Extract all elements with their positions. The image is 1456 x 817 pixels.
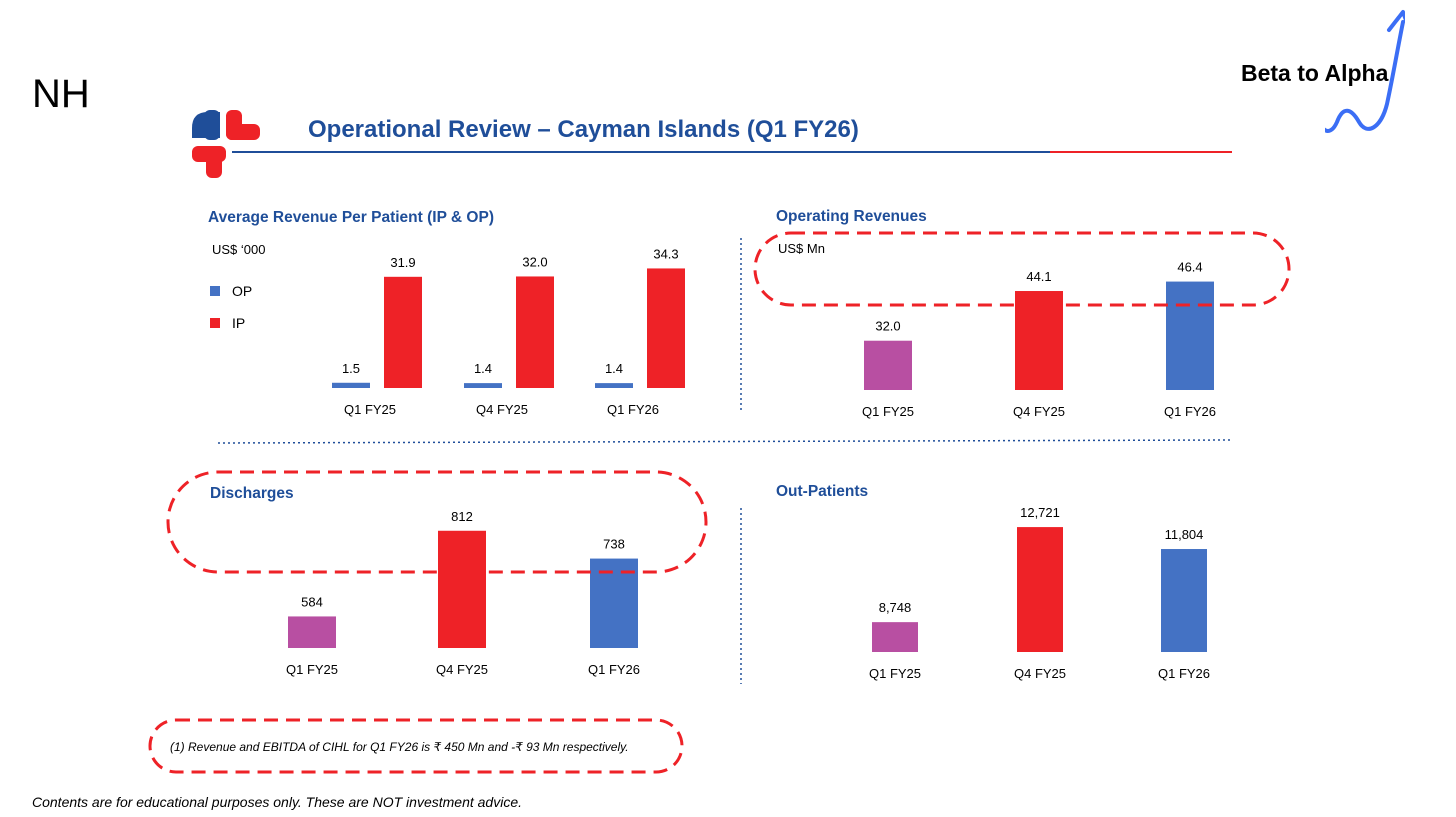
- legend-ip: IP: [210, 315, 245, 331]
- tick-label-arpp-1: Q4 FY25: [476, 402, 528, 417]
- data-label-outpatients-0: 8,748: [879, 600, 912, 615]
- oprev-title: Operating Revenues: [776, 208, 927, 225]
- annotation-oprev-highlight: [753, 231, 1291, 307]
- divider-horizontal: [217, 439, 1233, 444]
- legend-op-label: OP: [232, 283, 253, 299]
- title-underline: [232, 151, 1232, 153]
- bar-arpp-ip-1: [516, 276, 554, 388]
- legend-op-swatch: [210, 286, 220, 296]
- tick-label-outpatients-2: Q1 FY26: [1158, 666, 1210, 681]
- data-label-arpp-ip-2: 34.3: [653, 246, 678, 261]
- bar-discharges-0: [288, 616, 336, 648]
- bar-arpp-op-0: [332, 382, 370, 388]
- tick-label-oprev-2: Q1 FY26: [1164, 404, 1216, 419]
- brand-text: Beta to Alpha: [1241, 60, 1389, 86]
- annotation-discharges-highlight: [166, 470, 708, 574]
- tick-label-discharges-1: Q4 FY25: [436, 662, 488, 677]
- oprev-unit: US$ Mn: [778, 241, 825, 256]
- data-label-discharges-2: 738: [603, 537, 625, 552]
- data-label-oprev-1: 44.1: [1026, 269, 1051, 284]
- data-label-arpp-op-0: 1.5: [342, 361, 360, 376]
- tick-label-outpatients-1: Q4 FY25: [1014, 666, 1066, 681]
- data-label-outpatients-1: 12,721: [1020, 505, 1060, 520]
- page-title: Operational Review – Cayman Islands (Q1 …: [308, 116, 859, 143]
- arpp-title: Average Revenue Per Patient (IP & OP): [208, 209, 494, 226]
- brand-arrow-icon: [1325, 10, 1405, 133]
- bar-arpp-op-1: [464, 383, 502, 388]
- data-label-oprev-2: 46.4: [1177, 260, 1202, 275]
- data-label-discharges-0: 584: [301, 594, 323, 609]
- tick-label-oprev-1: Q4 FY25: [1013, 404, 1065, 419]
- bar-oprev-2: [1166, 281, 1214, 390]
- bar-oprev-1: [1015, 291, 1063, 390]
- tick-label-discharges-2: Q1 FY26: [588, 662, 640, 677]
- footnote: (1) Revenue and EBITDA of CIHL for Q1 FY…: [170, 740, 629, 754]
- legend-ip-swatch: [210, 318, 220, 328]
- data-label-arpp-ip-0: 31.9: [390, 255, 415, 270]
- disclaimer: Contents are for educational purposes on…: [32, 794, 522, 810]
- tick-label-oprev-0: Q1 FY25: [862, 404, 914, 419]
- tick-label-discharges-0: Q1 FY25: [286, 662, 338, 677]
- arpp-unit: US$ ‘000: [212, 242, 266, 257]
- bar-outpatients-0: [872, 622, 918, 652]
- tick-label-arpp-0: Q1 FY25: [344, 402, 396, 417]
- discharges-title: Discharges: [210, 485, 294, 502]
- ticker-label: NH: [32, 72, 90, 116]
- bar-arpp-ip-0: [384, 276, 422, 388]
- bar-outpatients-2: [1161, 549, 1207, 652]
- data-label-arpp-op-1: 1.4: [474, 361, 492, 376]
- data-label-outpatients-2: 11,804: [1165, 527, 1204, 542]
- bar-oprev-0: [864, 340, 912, 390]
- bar-discharges-1: [438, 530, 486, 648]
- legend-op: OP: [210, 283, 252, 299]
- data-label-discharges-1: 812: [451, 509, 473, 524]
- data-label-arpp-ip-1: 32.0: [522, 254, 547, 269]
- data-label-arpp-op-2: 1.4: [605, 361, 623, 376]
- bar-arpp-op-2: [595, 383, 633, 388]
- tick-label-outpatients-0: Q1 FY25: [869, 666, 921, 681]
- legend-ip-label: IP: [232, 315, 246, 331]
- annotation-footnote-highlight: [148, 718, 684, 774]
- outpatients-title: Out-Patients: [776, 483, 869, 500]
- company-logo-icon: [192, 110, 260, 178]
- bar-arpp-ip-2: [647, 268, 685, 388]
- bar-outpatients-1: [1017, 527, 1063, 652]
- tick-label-arpp-2: Q1 FY26: [607, 402, 659, 417]
- data-label-oprev-0: 32.0: [875, 319, 900, 334]
